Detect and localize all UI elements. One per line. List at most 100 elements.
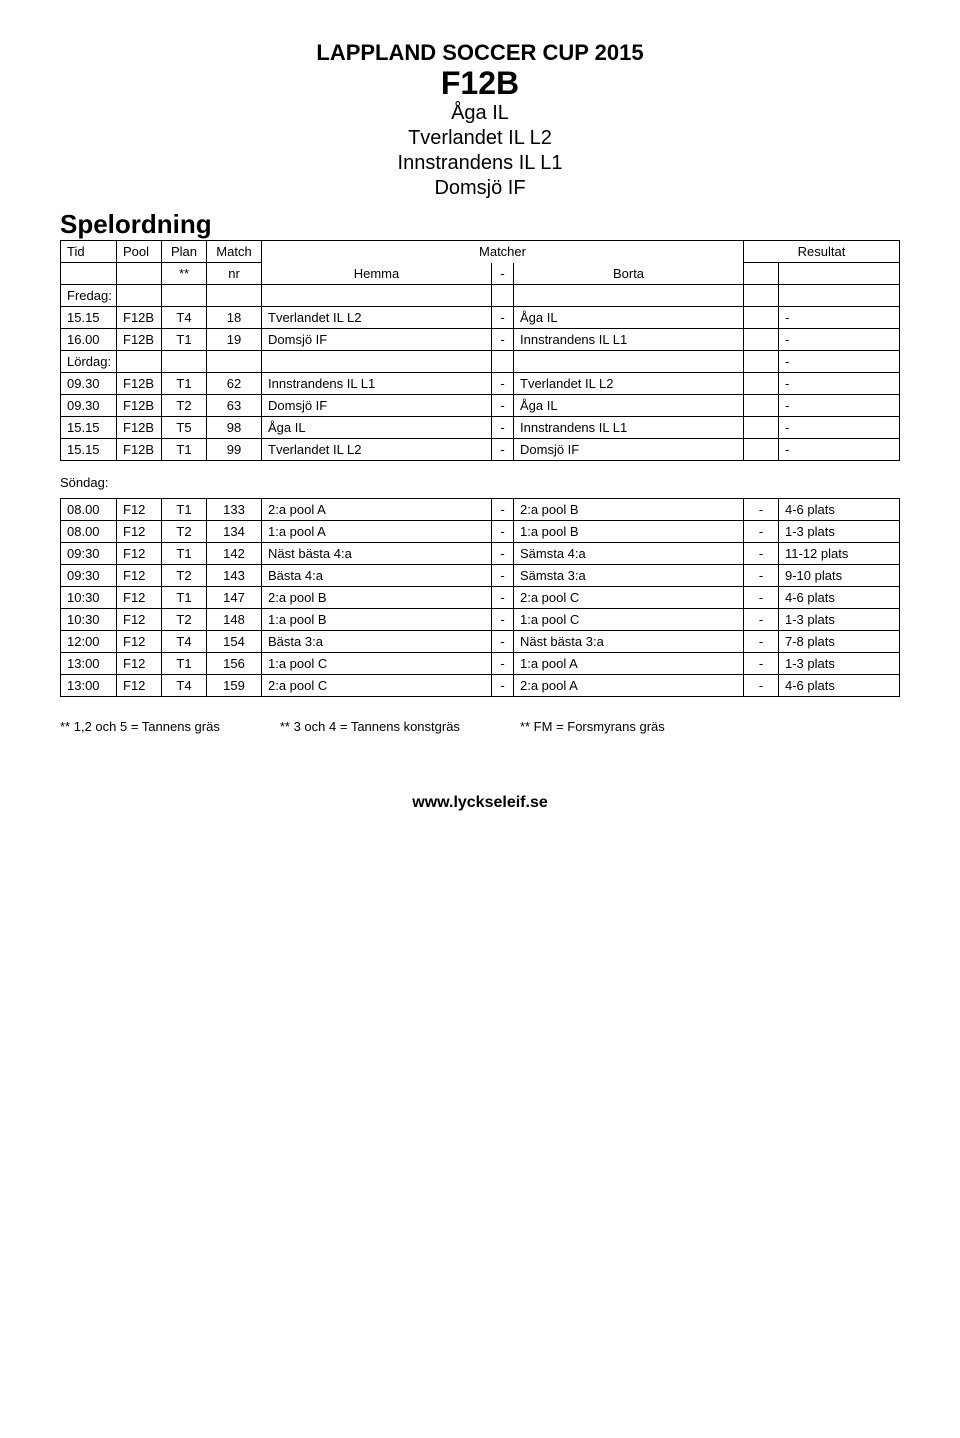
table-row: 15.15F12BT199Tverlandet IL L2-Domsjö IF- xyxy=(61,439,900,461)
cell: 9-10 plats xyxy=(779,565,900,587)
cell xyxy=(207,285,262,307)
cell: 13:00 xyxy=(61,653,117,675)
cell: - xyxy=(779,307,900,329)
cell: 63 xyxy=(207,395,262,417)
cell: 10:30 xyxy=(61,609,117,631)
cell: 1:a pool C xyxy=(514,609,744,631)
cell: 1:a pool B xyxy=(514,521,744,543)
footnote-b: ** 3 och 4 = Tannens konstgräs xyxy=(280,719,460,734)
schedule-table: Tid Pool Plan Match Matcher Resultat ** … xyxy=(60,240,900,461)
cell: Sämsta 4:a xyxy=(514,543,744,565)
cell: T5 xyxy=(162,417,207,439)
cell: Tverlandet IL L2 xyxy=(514,373,744,395)
cell: - xyxy=(744,521,779,543)
cell xyxy=(262,285,492,307)
cell: 18 xyxy=(207,307,262,329)
cell: 15.15 xyxy=(61,307,117,329)
cell: F12 xyxy=(117,499,162,521)
cell xyxy=(162,285,207,307)
cell: F12 xyxy=(117,675,162,697)
cell: 2:a pool B xyxy=(514,499,744,521)
table-header-row-1: Tid Pool Plan Match Matcher Resultat xyxy=(61,241,900,263)
cell: 13:00 xyxy=(61,675,117,697)
cell: Domsjö IF xyxy=(262,329,492,351)
cell: 62 xyxy=(207,373,262,395)
table-row: 09.30F12BT263Domsjö IF-Åga IL- xyxy=(61,395,900,417)
table-row: 09:30F12T2143Bästa 4:a-Sämsta 3:a-9-10 p… xyxy=(61,565,900,587)
cell: 15.15 xyxy=(61,439,117,461)
cell: - xyxy=(779,351,900,373)
cell: - xyxy=(492,631,514,653)
cell xyxy=(744,439,779,461)
cell: - xyxy=(744,565,779,587)
th-empty xyxy=(117,263,162,285)
footnote-a: ** 1,2 och 5 = Tannens gräs xyxy=(60,719,220,734)
team-line: Åga IL xyxy=(60,101,900,126)
cell: - xyxy=(492,417,514,439)
cell: 148 xyxy=(207,609,262,631)
cell: T4 xyxy=(162,307,207,329)
cell: 2:a pool C xyxy=(514,587,744,609)
cell: 98 xyxy=(207,417,262,439)
th-match-sub: nr xyxy=(207,263,262,285)
cell: T1 xyxy=(162,543,207,565)
cell: 4-6 plats xyxy=(779,675,900,697)
cell: - xyxy=(492,521,514,543)
group-title: F12B xyxy=(60,66,900,101)
cell: T1 xyxy=(162,439,207,461)
cell: - xyxy=(744,543,779,565)
cell: - xyxy=(492,373,514,395)
cell: T1 xyxy=(162,499,207,521)
cell: T1 xyxy=(162,373,207,395)
cell: Sämsta 3:a xyxy=(514,565,744,587)
cell: T1 xyxy=(162,653,207,675)
cell: F12 xyxy=(117,653,162,675)
cell: 2:a pool A xyxy=(514,675,744,697)
cell: T4 xyxy=(162,675,207,697)
th-match: Match xyxy=(207,241,262,263)
cell: 12:00 xyxy=(61,631,117,653)
cell: - xyxy=(779,373,900,395)
th-matcher: Matcher xyxy=(262,241,744,263)
cell xyxy=(207,351,262,373)
table-header-row-2: ** nr Hemma - Borta xyxy=(61,263,900,285)
table-row: 09.30F12BT162Innstrandens IL L1-Tverland… xyxy=(61,373,900,395)
cell xyxy=(744,395,779,417)
cell xyxy=(117,351,162,373)
cell: 1-3 plats xyxy=(779,653,900,675)
th-empty xyxy=(61,263,117,285)
th-pool: Pool xyxy=(117,241,162,263)
cell: 19 xyxy=(207,329,262,351)
cell: T1 xyxy=(162,329,207,351)
cell: 1-3 plats xyxy=(779,609,900,631)
cell xyxy=(117,285,162,307)
cell: - xyxy=(492,565,514,587)
cell xyxy=(492,285,514,307)
cell: Åga IL xyxy=(514,395,744,417)
cell: 156 xyxy=(207,653,262,675)
cell xyxy=(744,417,779,439)
cell: Åga IL xyxy=(514,307,744,329)
cell: 08.00 xyxy=(61,521,117,543)
th-borta: Borta xyxy=(514,263,744,285)
cell: 143 xyxy=(207,565,262,587)
team-line: Domsjö IF xyxy=(60,176,900,201)
th-tid: Tid xyxy=(61,241,117,263)
th-hemma: Hemma xyxy=(262,263,492,285)
cell xyxy=(779,285,900,307)
cell: 1:a pool A xyxy=(262,521,492,543)
th-resultat: Resultat xyxy=(744,241,900,263)
team-line: Tverlandet IL L2 xyxy=(60,126,900,151)
cell: - xyxy=(744,675,779,697)
cell: Åga IL xyxy=(262,417,492,439)
cell: 2:a pool B xyxy=(262,587,492,609)
cell: Tverlandet IL L2 xyxy=(262,307,492,329)
cell: 10:30 xyxy=(61,587,117,609)
cell: - xyxy=(492,329,514,351)
cell: 1-3 plats xyxy=(779,521,900,543)
cell: 1:a pool B xyxy=(262,609,492,631)
cell: - xyxy=(744,609,779,631)
cell: - xyxy=(779,417,900,439)
cell: T2 xyxy=(162,565,207,587)
footnote-c: ** FM = Forsmyrans gräs xyxy=(520,719,665,734)
